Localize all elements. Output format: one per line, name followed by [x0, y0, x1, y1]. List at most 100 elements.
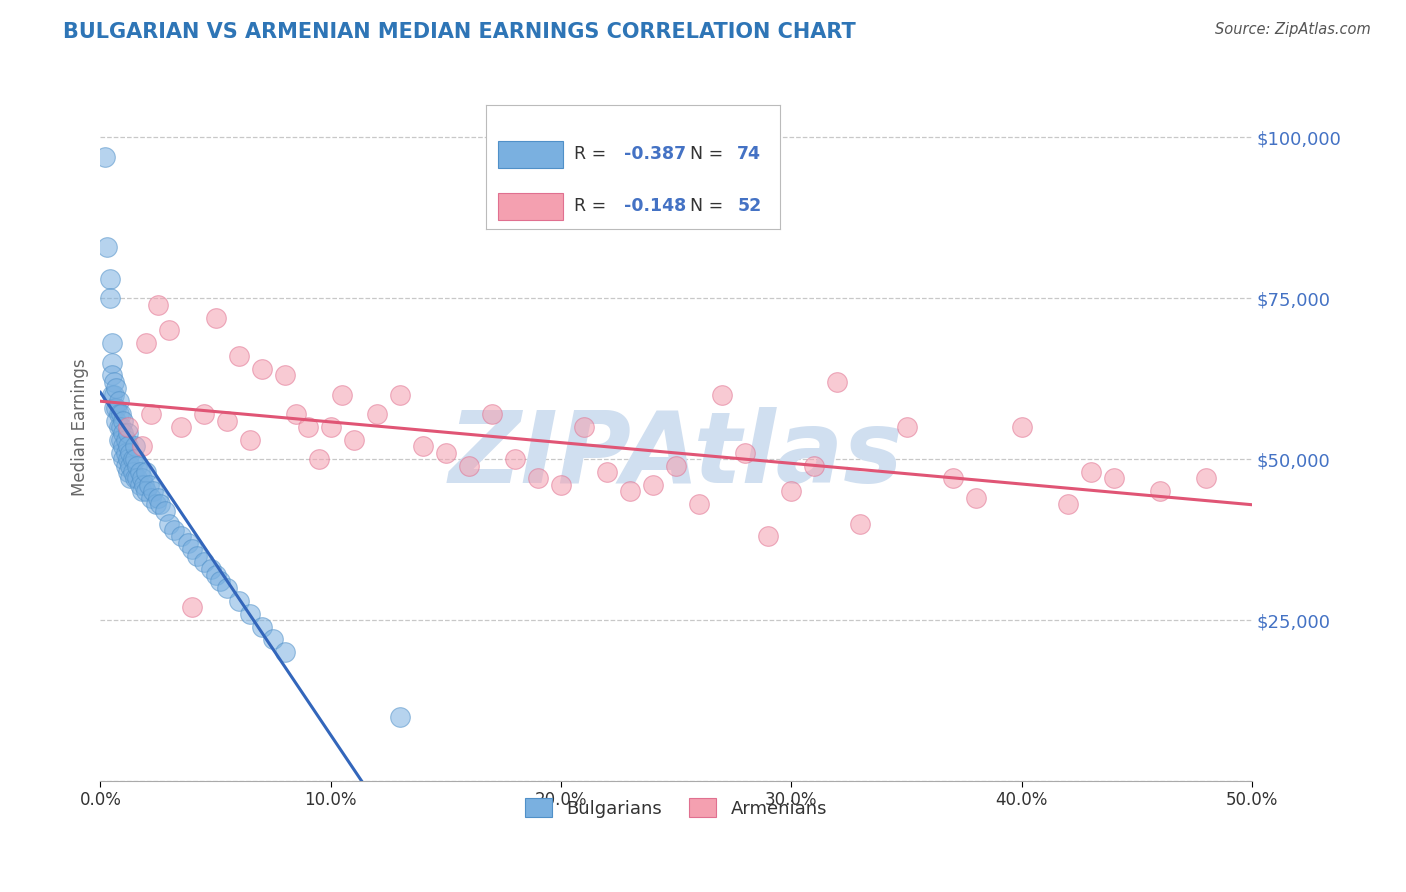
Point — [124, 471, 146, 485]
Point — [103, 388, 125, 402]
Point — [527, 471, 550, 485]
Point — [145, 497, 167, 511]
Point — [297, 420, 319, 434]
Point — [142, 484, 165, 499]
Point — [688, 497, 710, 511]
Point — [117, 439, 139, 453]
Point — [170, 420, 193, 434]
Point — [153, 503, 176, 517]
Point — [319, 420, 342, 434]
Point — [94, 150, 117, 164]
Point — [117, 426, 139, 441]
Point — [228, 594, 250, 608]
Point — [112, 452, 135, 467]
Point — [159, 516, 181, 531]
Point — [114, 433, 136, 447]
Point — [110, 420, 132, 434]
Point — [262, 632, 284, 647]
Point — [239, 607, 262, 621]
Point — [1080, 465, 1102, 479]
Point — [110, 407, 132, 421]
Point — [239, 433, 262, 447]
Point — [896, 420, 918, 434]
Point — [163, 523, 186, 537]
Y-axis label: Median Earnings: Median Earnings — [72, 359, 89, 496]
Point — [120, 471, 142, 485]
Point — [665, 458, 688, 473]
Point — [193, 555, 215, 569]
Point — [138, 478, 160, 492]
Point — [308, 452, 330, 467]
Point — [110, 446, 132, 460]
Point — [215, 581, 238, 595]
Point — [112, 426, 135, 441]
Point — [149, 497, 172, 511]
Point — [114, 458, 136, 473]
Point — [734, 446, 756, 460]
Point — [120, 446, 142, 460]
Point — [803, 458, 825, 473]
Point — [215, 413, 238, 427]
Point — [117, 452, 139, 467]
Point — [107, 420, 129, 434]
Point — [103, 375, 125, 389]
Point — [112, 413, 135, 427]
Point — [228, 349, 250, 363]
Point — [124, 439, 146, 453]
Point — [177, 536, 200, 550]
Point — [139, 491, 162, 505]
Point — [131, 439, 153, 453]
Point — [1011, 420, 1033, 434]
Point — [756, 529, 779, 543]
Point — [572, 420, 595, 434]
Point — [619, 484, 641, 499]
Point — [596, 465, 619, 479]
Point — [127, 458, 149, 473]
Point — [105, 381, 128, 395]
Point — [412, 439, 434, 453]
Point — [117, 465, 139, 479]
Point — [105, 401, 128, 415]
Point — [127, 471, 149, 485]
Point — [827, 375, 849, 389]
Point — [103, 401, 125, 415]
Point — [98, 291, 121, 305]
Point — [101, 388, 124, 402]
Point — [457, 458, 479, 473]
Point — [146, 298, 169, 312]
Point — [965, 491, 987, 505]
Point — [139, 407, 162, 421]
Point — [96, 240, 118, 254]
Point — [1149, 484, 1171, 499]
Point — [711, 388, 734, 402]
Point — [120, 458, 142, 473]
Point — [114, 446, 136, 460]
Point — [388, 388, 411, 402]
Text: BULGARIAN VS ARMENIAN MEDIAN EARNINGS CORRELATION CHART: BULGARIAN VS ARMENIAN MEDIAN EARNINGS CO… — [63, 22, 856, 42]
Point — [135, 465, 157, 479]
Point — [273, 368, 295, 383]
Point — [503, 452, 526, 467]
Point — [98, 272, 121, 286]
Point — [128, 478, 150, 492]
Point — [1195, 471, 1218, 485]
Point — [124, 452, 146, 467]
Point — [101, 356, 124, 370]
Point — [121, 452, 143, 467]
Point — [1102, 471, 1125, 485]
Point — [117, 420, 139, 434]
Point — [181, 542, 204, 557]
Point — [330, 388, 353, 402]
Point — [1056, 497, 1078, 511]
Point — [135, 336, 157, 351]
Point — [200, 561, 222, 575]
Text: Source: ZipAtlas.com: Source: ZipAtlas.com — [1215, 22, 1371, 37]
Point — [250, 619, 273, 633]
Point — [107, 433, 129, 447]
Point — [204, 568, 226, 582]
Point — [170, 529, 193, 543]
Point — [121, 465, 143, 479]
Point — [131, 471, 153, 485]
Point — [250, 362, 273, 376]
Point — [643, 478, 665, 492]
